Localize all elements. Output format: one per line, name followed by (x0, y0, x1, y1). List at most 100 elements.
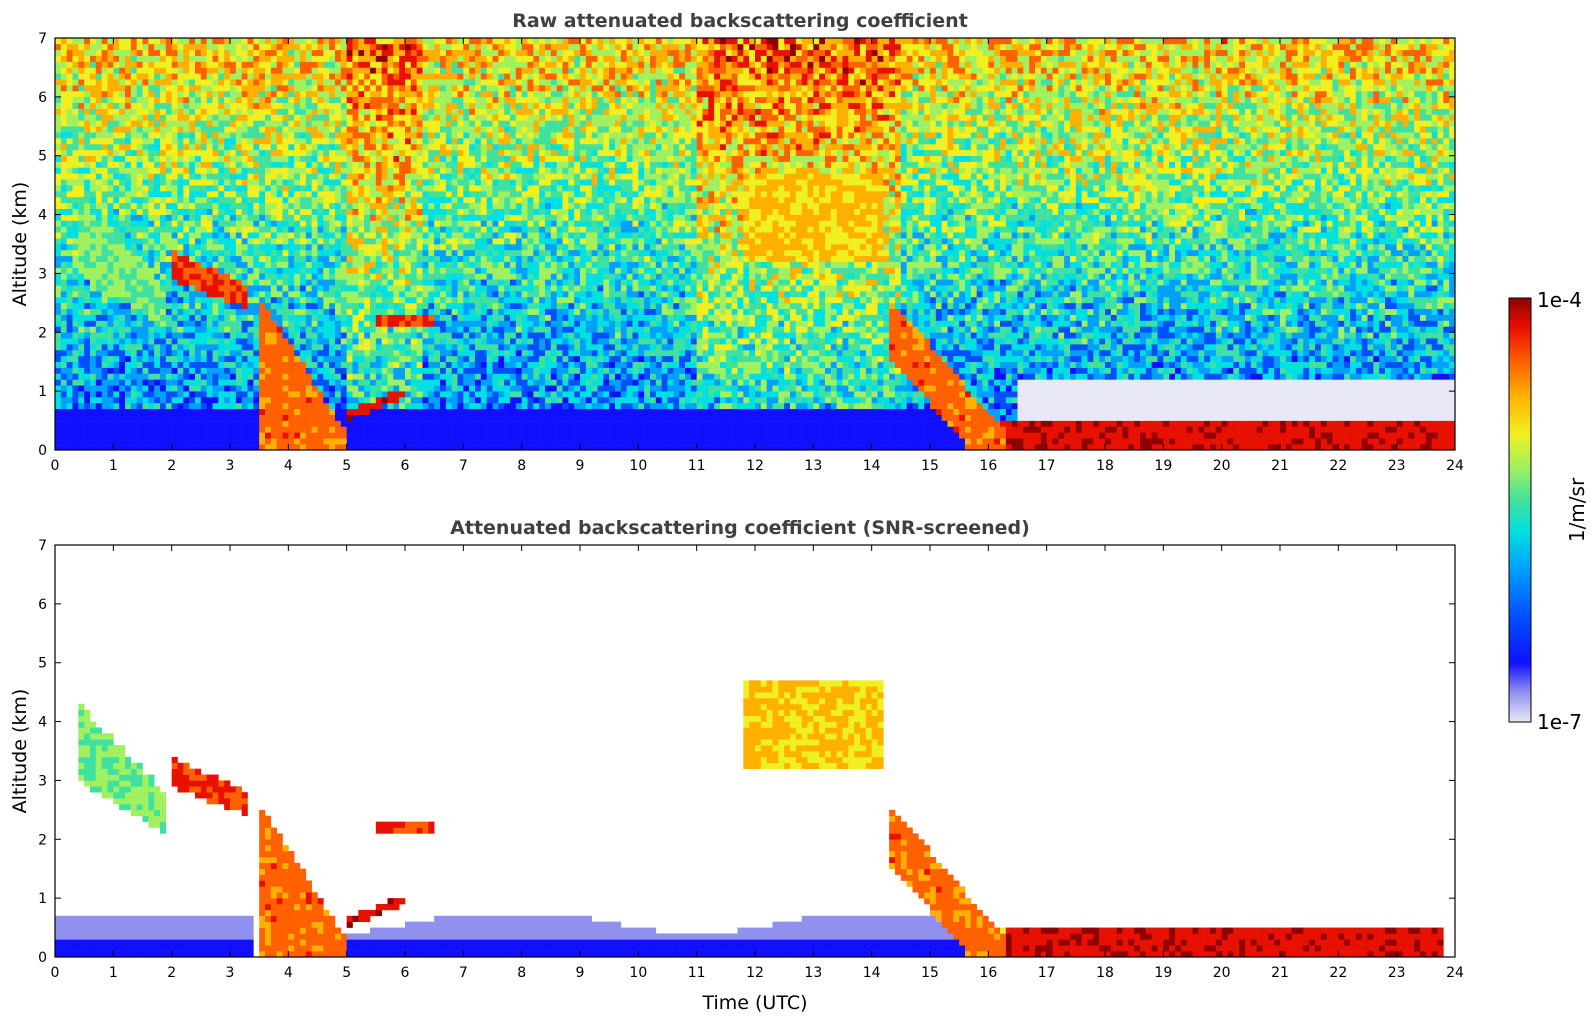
raw-heatmap-cell (55, 350, 61, 356)
raw-heatmap-cell (259, 156, 265, 162)
raw-heatmap-cell (265, 268, 271, 274)
raw-heatmap-cell (143, 409, 149, 415)
raw-heatmap-cell (61, 297, 67, 303)
raw-heatmap-cell (213, 250, 219, 256)
raw-heatmap-cell (230, 256, 236, 262)
raw-heatmap-cell (90, 338, 96, 344)
raw-heatmap-cell (271, 144, 277, 150)
raw-heatmap-cell (224, 268, 230, 274)
raw-heatmap-cell (271, 403, 277, 409)
raw-heatmap-cell (125, 179, 131, 185)
raw-heatmap-cell (125, 44, 131, 50)
raw-heatmap-cell (283, 250, 289, 256)
raw-heatmap-cell (218, 391, 224, 397)
raw-heatmap-cell (78, 421, 84, 427)
raw-heatmap-cell (84, 38, 90, 44)
raw-heatmap-cell (259, 373, 265, 379)
raw-heatmap-cell (137, 44, 143, 50)
raw-heatmap-cell (207, 421, 213, 427)
raw-heatmap-cell (236, 138, 242, 144)
raw-heatmap-cell (143, 197, 149, 203)
raw-heatmap-cell (183, 385, 189, 391)
raw-heatmap-cell (96, 132, 102, 138)
raw-heatmap-cell (131, 432, 137, 438)
raw-heatmap-cell (108, 368, 114, 374)
raw-heatmap-cell (166, 173, 172, 179)
raw-heatmap-cell (183, 238, 189, 244)
raw-heatmap-cell (61, 303, 67, 309)
raw-heatmap-cell (242, 220, 248, 226)
raw-heatmap-cell (178, 332, 184, 338)
raw-heatmap-cell (143, 97, 149, 103)
raw-heatmap-cell (84, 285, 90, 291)
raw-heatmap-cell (218, 438, 224, 444)
raw-heatmap-cell (108, 167, 114, 173)
raw-heatmap-cell (248, 144, 254, 150)
raw-heatmap-cell (236, 220, 242, 226)
raw-heatmap-cell (61, 132, 67, 138)
raw-heatmap-cell (154, 115, 160, 121)
raw-heatmap-cell (189, 315, 195, 321)
raw-heatmap-cell (183, 156, 189, 162)
raw-heatmap-cell (178, 67, 184, 73)
raw-heatmap-cell (108, 344, 114, 350)
raw-heatmap-cell (277, 150, 283, 156)
raw-heatmap-cell (224, 197, 230, 203)
raw-heatmap-cell (183, 332, 189, 338)
raw-heatmap-cell (213, 409, 219, 415)
raw-heatmap-cell (178, 421, 184, 427)
raw-heatmap-cell (67, 362, 73, 368)
raw-heatmap-cell (73, 126, 79, 132)
raw-heatmap-cell (172, 273, 178, 279)
raw-heatmap-cell (78, 362, 84, 368)
raw-heatmap-cell (73, 338, 79, 344)
raw-heatmap-cell (137, 167, 143, 173)
raw-heatmap-cell (259, 62, 265, 68)
raw-heatmap-cell (166, 79, 172, 85)
raw-heatmap-cell (55, 97, 61, 103)
raw-heatmap-cell (236, 421, 242, 427)
raw-heatmap-cell (160, 97, 166, 103)
raw-heatmap-cell (148, 379, 154, 385)
raw-heatmap-cell (213, 67, 219, 73)
raw-heatmap-cell (213, 115, 219, 121)
raw-heatmap-cell (143, 167, 149, 173)
raw-heatmap-cell (78, 303, 84, 309)
raw-heatmap-cell (201, 391, 207, 397)
raw-heatmap-cell (78, 144, 84, 150)
raw-heatmap-cell (277, 415, 283, 421)
raw-heatmap-cell (213, 132, 219, 138)
raw-heatmap-cell (102, 338, 108, 344)
raw-heatmap-cell (67, 79, 73, 85)
raw-heatmap-cell (253, 362, 259, 368)
raw-heatmap-cell (230, 215, 236, 221)
raw-heatmap-cell (125, 256, 131, 262)
raw-heatmap-cell (90, 215, 96, 221)
raw-heatmap-cell (119, 297, 125, 303)
raw-heatmap-cell (259, 238, 265, 244)
raw-heatmap-cell (248, 415, 254, 421)
raw-heatmap-cell (143, 262, 149, 268)
raw-heatmap-cell (90, 432, 96, 438)
raw-heatmap-cell (73, 162, 79, 168)
raw-heatmap-cell (154, 138, 160, 144)
raw-heatmap-cell (67, 403, 73, 409)
raw-heatmap-cell (73, 309, 79, 315)
raw-heatmap-cell (277, 244, 283, 250)
raw-heatmap-cell (78, 432, 84, 438)
raw-heatmap-cell (131, 444, 137, 450)
raw-heatmap-cell (102, 250, 108, 256)
raw-heatmap-cell (84, 326, 90, 332)
raw-heatmap-cell (160, 303, 166, 309)
raw-heatmap-cell (259, 344, 265, 350)
raw-heatmap-cell (201, 226, 207, 232)
raw-heatmap-cell (195, 285, 201, 291)
raw-heatmap-cell (172, 403, 178, 409)
raw-heatmap-cell (55, 385, 61, 391)
raw-heatmap-cell (154, 297, 160, 303)
raw-heatmap-cell (271, 179, 277, 185)
raw-heatmap-cell (253, 291, 259, 297)
raw-heatmap-cell (113, 309, 119, 315)
raw-heatmap-cell (102, 438, 108, 444)
raw-heatmap-cell (224, 50, 230, 56)
